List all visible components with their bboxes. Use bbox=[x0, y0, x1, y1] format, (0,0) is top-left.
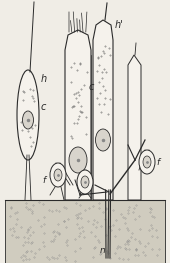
Polygon shape bbox=[93, 20, 113, 200]
Polygon shape bbox=[128, 55, 141, 200]
Ellipse shape bbox=[69, 147, 87, 173]
Text: f: f bbox=[42, 176, 45, 185]
Ellipse shape bbox=[17, 70, 39, 160]
Ellipse shape bbox=[81, 176, 89, 188]
Ellipse shape bbox=[77, 170, 93, 194]
Ellipse shape bbox=[139, 150, 155, 174]
Polygon shape bbox=[5, 200, 165, 263]
Ellipse shape bbox=[96, 129, 110, 151]
Text: n: n bbox=[100, 246, 106, 255]
Ellipse shape bbox=[22, 111, 33, 129]
Text: h: h bbox=[41, 74, 47, 84]
Text: c: c bbox=[89, 82, 94, 92]
Text: c: c bbox=[41, 102, 46, 112]
Text: f: f bbox=[156, 158, 159, 167]
Ellipse shape bbox=[143, 156, 151, 168]
Ellipse shape bbox=[54, 169, 62, 181]
Ellipse shape bbox=[50, 163, 66, 187]
Polygon shape bbox=[65, 30, 91, 200]
Text: h': h' bbox=[115, 20, 124, 30]
